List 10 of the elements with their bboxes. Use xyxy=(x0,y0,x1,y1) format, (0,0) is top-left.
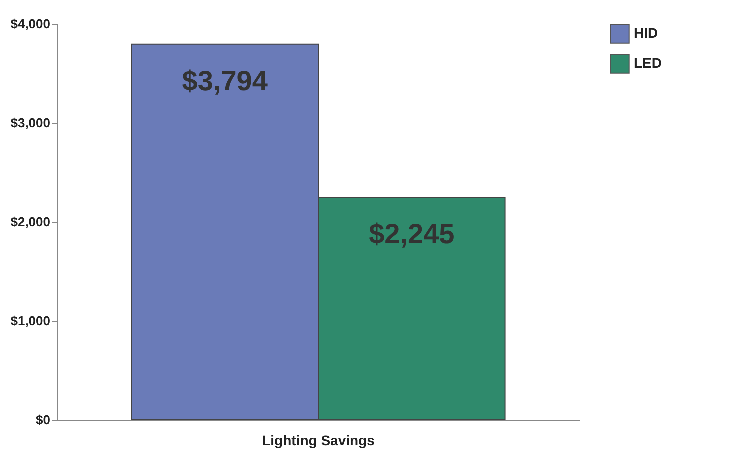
y-tick-label: $4,000 xyxy=(10,16,50,32)
x-tick-label: Lighting Savings xyxy=(262,432,376,448)
legend-label: HID xyxy=(634,25,658,41)
y-tick-label: $2,000 xyxy=(10,214,50,230)
data-label: $2,245 xyxy=(369,218,455,250)
y-tick-label: $1,000 xyxy=(10,314,50,328)
y-tick-label: $0 xyxy=(36,412,50,428)
data-label: $3,794 xyxy=(182,65,268,96)
y-tick-label: $3,000 xyxy=(10,116,50,130)
legend-label: LED xyxy=(634,55,662,71)
